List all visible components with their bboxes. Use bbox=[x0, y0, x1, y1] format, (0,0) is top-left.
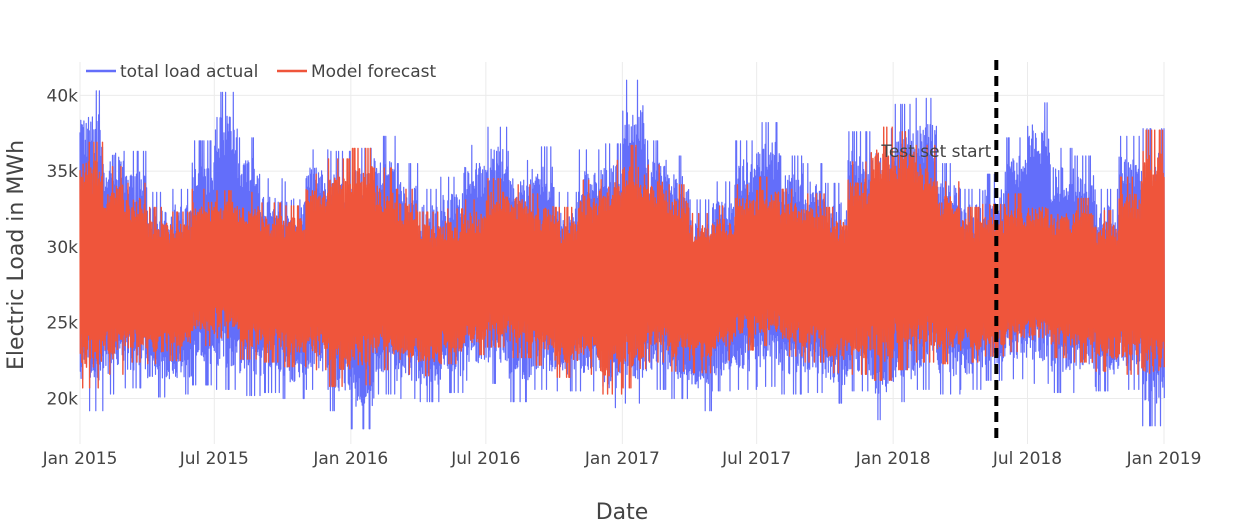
legend-label-forecast: Model forecast bbox=[311, 62, 437, 82]
series-forecast bbox=[79, 126, 1165, 395]
x-axis-ticks: Jan 2015 Jul 2015 Jan 2016 Jul 2016 Jan 2017… bbox=[42, 449, 1202, 469]
y-tick-label: 20k bbox=[47, 390, 79, 410]
y-tick-label: 40k bbox=[47, 86, 79, 106]
series-line bbox=[79, 126, 1165, 395]
legend: total load actual Model forecast bbox=[86, 62, 437, 82]
x-tick-label: Jan 2019 bbox=[1126, 449, 1202, 469]
legend-item-actual[interactable]: total load actual bbox=[86, 62, 258, 82]
x-tick-label: Jan 2018 bbox=[855, 449, 931, 469]
y-axis-title: Electric Load in MWh bbox=[4, 140, 29, 370]
x-tick-label: Jul 2015 bbox=[179, 449, 249, 469]
x-tick-label: Jan 2016 bbox=[312, 449, 388, 469]
x-tick-label: Jul 2017 bbox=[721, 449, 791, 469]
x-axis-title: Date bbox=[596, 500, 649, 525]
y-tick-label: 25k bbox=[47, 314, 79, 334]
y-tick-label: 35k bbox=[47, 162, 79, 182]
x-tick-label: Jul 2018 bbox=[992, 449, 1062, 469]
test-start-label: Test set start bbox=[880, 142, 991, 162]
legend-label-actual: total load actual bbox=[120, 62, 258, 82]
series-layer bbox=[79, 79, 1165, 430]
x-tick-label: Jan 2015 bbox=[42, 449, 118, 469]
y-axis-ticks: 20k 25k 30k 35k 40k bbox=[47, 86, 79, 409]
x-tick-label: Jul 2016 bbox=[450, 449, 520, 469]
legend-item-forecast[interactable]: Model forecast bbox=[277, 62, 437, 82]
x-tick-label: Jan 2017 bbox=[584, 449, 660, 469]
annotation-layer: Test set start bbox=[880, 60, 999, 444]
y-tick-label: 30k bbox=[47, 238, 79, 258]
